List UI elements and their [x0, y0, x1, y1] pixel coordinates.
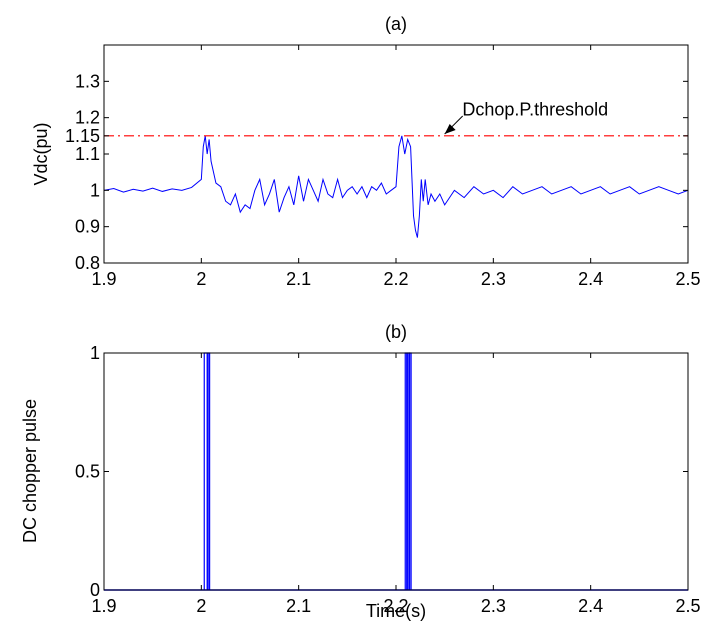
annotation-arrowhead — [444, 124, 456, 135]
x-tick-label-b: 1.9 — [91, 596, 116, 616]
x-axis-title-b: Time(s) — [366, 601, 426, 621]
plot-area-b — [104, 353, 688, 590]
x-tick-label-b: 2.1 — [286, 596, 311, 616]
y-tick-label-a: 0.9 — [75, 217, 100, 237]
x-tick-label-b: 2.4 — [578, 596, 603, 616]
x-tick-label-a: 2 — [196, 269, 206, 289]
series-line-a — [103, 135, 689, 238]
panel-title-b: (b) — [385, 322, 407, 342]
panel-title-a: (a) — [385, 14, 407, 34]
y-axis-title-a: Vdc(pu) — [31, 122, 51, 185]
x-tick-label-a: 2.2 — [383, 269, 408, 289]
x-tick-label-b: 2 — [196, 596, 206, 616]
panel-b: 1.9 2 2.1 2.2 2.3 2.4 2.5 0 0.5 1 (b) DC chopper … — [20, 322, 701, 621]
x-tick-label-a: 2.4 — [578, 269, 603, 289]
series-group-a — [103, 135, 689, 238]
y-axis-title-b: DC chopper pulse — [20, 399, 40, 543]
plot-area-a — [104, 45, 688, 263]
ticks-group-a: 1.9 2 2.1 2.2 2.3 2.4 2.5 0.8 0.9 1 1.11.151.2 1.3 — [65, 45, 701, 289]
y-tick-label-a: 1.1 — [75, 144, 100, 164]
x-tick-label-a: 1.9 — [91, 269, 116, 289]
y-tick-label-b: 1 — [90, 343, 100, 363]
x-tick-label-b: 2.3 — [481, 596, 506, 616]
y-tick-label-a: 1.2 — [75, 108, 100, 128]
x-tick-label-a: 2.1 — [286, 269, 311, 289]
y-tick-label-a: 0.8 — [75, 253, 100, 273]
ticks-group-b: 1.9 2 2.1 2.2 2.3 2.4 2.5 0 0.5 1 — [75, 343, 701, 616]
threshold-annotation-label: Dchop.P.threshold — [462, 100, 608, 120]
y-tick-label-a: 1.15 — [65, 126, 100, 146]
x-tick-label-a: 2.5 — [675, 269, 700, 289]
y-tick-label-b: 0 — [90, 580, 100, 600]
x-tick-label-b: 2.5 — [675, 596, 700, 616]
annotation-group-a: Dchop.P.threshold — [444, 100, 608, 135]
panel-a: 1.9 2 2.1 2.2 2.3 2.4 2.50.80.911.11.151.21.3 … — [31, 14, 701, 289]
y-tick-label-a: 1.3 — [75, 71, 100, 91]
y-tick-label-a: 1 — [90, 180, 100, 200]
y-tick-label-b: 0.5 — [75, 462, 100, 482]
x-tick-label-a: 2.3 — [481, 269, 506, 289]
x-tick-label-b: 2.2 — [383, 596, 408, 616]
